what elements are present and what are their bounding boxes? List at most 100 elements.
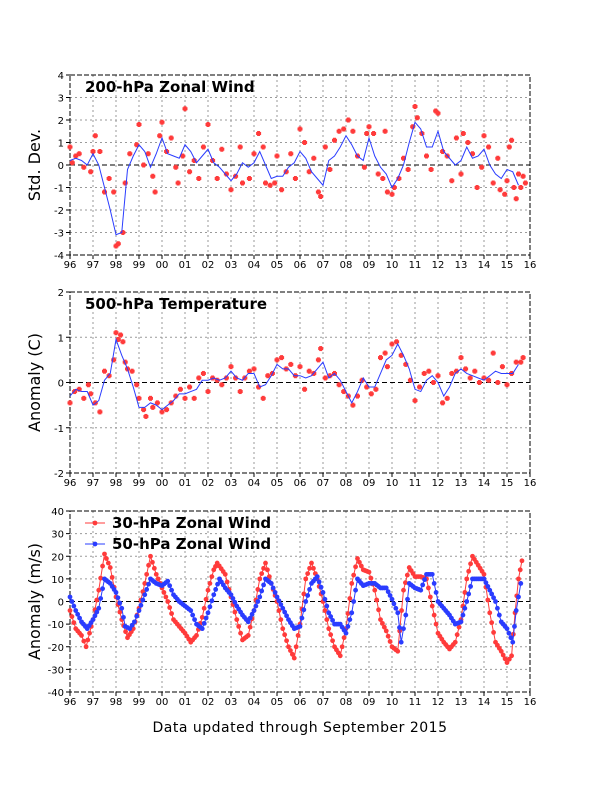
data-point	[188, 169, 192, 175]
data-point	[263, 560, 268, 566]
data-point	[381, 624, 387, 630]
data-point	[369, 391, 373, 397]
data-point	[320, 590, 326, 595]
x-tick-label: 99	[133, 697, 146, 708]
data-point	[67, 608, 73, 613]
data-point	[119, 605, 125, 611]
data-point	[389, 596, 395, 602]
data-point	[303, 576, 309, 582]
data-point	[77, 386, 81, 392]
data-point	[355, 556, 360, 561]
data-point	[322, 596, 328, 602]
data-point	[468, 561, 473, 567]
data-point	[278, 617, 284, 622]
data-point	[459, 171, 463, 177]
data-point	[252, 151, 256, 157]
data-point	[261, 582, 266, 588]
data-point	[456, 624, 462, 630]
data-point	[337, 382, 341, 388]
data-point	[506, 656, 512, 662]
data-point	[495, 605, 500, 611]
data-point	[487, 610, 493, 616]
series-points-red	[67, 330, 526, 419]
data-point	[85, 637, 91, 643]
data-point	[387, 593, 393, 598]
data-point	[91, 149, 95, 154]
data-point	[215, 377, 219, 383]
data-point	[387, 639, 393, 644]
data-point	[112, 189, 116, 195]
data-point	[404, 361, 408, 367]
data-point	[509, 653, 514, 659]
data-point	[249, 611, 255, 617]
data-point	[282, 632, 288, 638]
data-point	[473, 368, 477, 374]
data-point	[158, 133, 162, 139]
data-point	[498, 187, 502, 193]
data-point	[238, 630, 243, 636]
x-tick-label: 16	[524, 697, 537, 708]
data-point	[77, 615, 82, 621]
data-point	[272, 590, 278, 595]
legend-label: 50-hPa Zonal Wind	[112, 535, 271, 553]
data-point	[301, 607, 307, 613]
data-point	[480, 164, 484, 170]
x-tick-label: 14	[478, 697, 491, 708]
x-tick-label: 04	[248, 260, 261, 271]
x-tick-label: 00	[156, 478, 169, 489]
data-point	[489, 591, 495, 597]
data-point	[280, 626, 286, 632]
data-point	[255, 599, 261, 604]
data-point	[481, 571, 487, 577]
data-point	[507, 144, 511, 150]
data-point	[307, 565, 312, 571]
data-point	[176, 180, 180, 186]
data-point	[121, 339, 125, 345]
data-point	[150, 559, 155, 565]
data-point	[297, 623, 303, 629]
data-point	[201, 605, 207, 611]
data-point	[427, 594, 433, 600]
data-point	[349, 581, 355, 586]
data-point	[436, 373, 440, 379]
x-tick-label: 08	[340, 697, 353, 708]
data-point	[268, 581, 274, 586]
x-tick-label: 13	[455, 697, 468, 708]
x-tick-label: 00	[156, 697, 169, 708]
y-tick-label: 1	[58, 333, 64, 344]
data-point	[222, 571, 228, 577]
data-point	[127, 626, 133, 632]
x-tick-label: 11	[409, 697, 422, 708]
data-point	[251, 608, 257, 613]
data-point	[523, 180, 527, 186]
data-point	[130, 368, 134, 374]
data-point	[385, 364, 389, 370]
data-point	[397, 625, 402, 630]
data-point	[273, 180, 277, 186]
data-point	[405, 596, 410, 602]
data-point	[502, 656, 508, 662]
data-point	[503, 191, 507, 197]
data-point	[508, 635, 514, 641]
data-point	[153, 571, 159, 577]
data-point	[461, 131, 465, 136]
data-point	[516, 594, 521, 600]
x-tick-label: 05	[271, 697, 284, 708]
data-point	[160, 119, 164, 125]
data-point	[169, 587, 174, 593]
data-point	[404, 572, 410, 578]
data-point	[178, 386, 182, 392]
data-point	[280, 187, 284, 193]
x-tick-label: 16	[524, 260, 537, 271]
data-point	[71, 620, 77, 626]
data-point	[203, 596, 209, 602]
data-point	[247, 615, 253, 621]
data-point	[481, 576, 487, 582]
data-point	[265, 567, 270, 573]
y-axis-label: Std. Dev.	[25, 129, 44, 201]
data-point	[229, 187, 233, 193]
x-tick-label: 05	[271, 478, 284, 489]
x-tick-label: 13	[455, 478, 468, 489]
data-point	[138, 602, 144, 608]
data-point	[93, 133, 97, 139]
